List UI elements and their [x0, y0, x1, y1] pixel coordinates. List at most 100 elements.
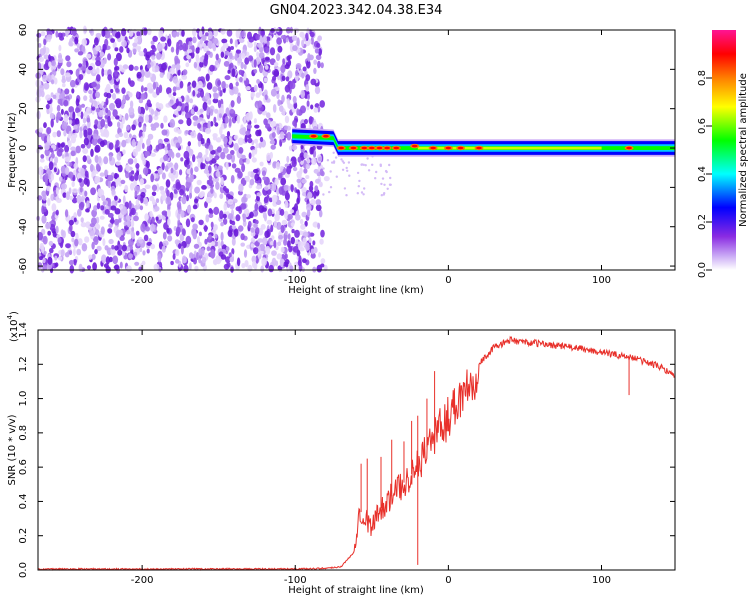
noise-speck [310, 248, 315, 255]
noise-speck [220, 176, 224, 186]
noise-speck [278, 186, 284, 195]
noise-speck [157, 167, 163, 175]
noise-speck [61, 183, 67, 190]
noise-speck [177, 69, 181, 76]
noise-speck [197, 139, 202, 147]
noise-speck [139, 65, 143, 71]
noise-speck [92, 133, 98, 140]
noise-speck [91, 106, 96, 111]
noise-speck [244, 57, 250, 65]
noise-speck [240, 53, 246, 59]
noise-speck [315, 199, 322, 206]
noise-speck [92, 262, 97, 271]
noise-speck [88, 229, 95, 237]
noise-speck [302, 258, 307, 264]
noise-speck [233, 86, 239, 95]
noise-speck [178, 44, 184, 51]
noise-speck [287, 70, 293, 79]
noise-speck [220, 134, 225, 139]
noise-speck [207, 179, 214, 187]
noise-speck [220, 222, 224, 227]
spectrogram-y-axis-label: Frequency (Hz) [7, 112, 18, 188]
noise-speck [133, 251, 138, 256]
noise-speck [215, 181, 220, 190]
noise-speck [240, 30, 245, 38]
noise-speck [78, 238, 83, 246]
noise-speck [149, 50, 155, 55]
noise-speck [154, 110, 159, 117]
noise-speck [131, 138, 136, 148]
noise-speck [91, 137, 98, 146]
noise-speck [124, 113, 129, 121]
noise-speck [283, 239, 288, 246]
noise-speck [125, 164, 130, 172]
noise-speck [134, 157, 138, 165]
noise-speck [156, 52, 162, 60]
noise-speck [127, 158, 134, 165]
noise-speck [185, 235, 192, 245]
noise-speck [150, 44, 156, 50]
noise-speck [130, 231, 135, 240]
noise-speck [223, 202, 228, 211]
snr-y-multiplier-exponent: 4 [6, 314, 14, 319]
x-tick-label: -200 [131, 575, 154, 586]
peak-point-core [476, 146, 482, 150]
noise-speck [320, 62, 324, 69]
noise-speck [48, 161, 54, 171]
noise-speck [281, 219, 288, 226]
noise-speck [55, 187, 60, 195]
noise-speck [178, 243, 182, 249]
noise-speck [64, 209, 69, 218]
noise-speck [46, 135, 51, 144]
noise-speck [165, 196, 172, 205]
noise-speck [209, 64, 215, 72]
noise-speck [145, 54, 150, 61]
noise-speck [224, 116, 229, 124]
noise-speck [152, 35, 158, 43]
noise-speck [82, 60, 86, 66]
noise-speck [261, 170, 267, 177]
noise-speck [96, 74, 101, 82]
noise-speck [170, 46, 175, 53]
noise-speck [103, 57, 107, 65]
noise-speck [315, 54, 322, 61]
noise-speck [132, 42, 138, 47]
noise-speck [118, 218, 122, 223]
noise-speck [259, 46, 264, 53]
noise-speck [300, 105, 306, 114]
noise-speck [126, 124, 130, 131]
noise-speck [104, 124, 108, 129]
noise-speck [220, 231, 224, 241]
noise-speck [242, 213, 247, 223]
noise-speck [243, 116, 247, 125]
noise-speck [78, 263, 83, 273]
noise-speck [148, 87, 154, 94]
noise-speck [188, 37, 193, 42]
noise-speck [185, 62, 190, 68]
noise-speck [112, 109, 118, 118]
noise-speck [388, 163, 391, 167]
noise-speck [226, 262, 231, 268]
noise-speck [107, 109, 111, 118]
noise-speck [318, 209, 323, 218]
noise-speck [51, 203, 57, 212]
noise-speck [222, 147, 229, 154]
noise-speck [107, 115, 111, 125]
noise-speck [194, 121, 198, 127]
noise-speck [284, 230, 288, 235]
noise-speck [47, 230, 52, 236]
noise-speck [107, 197, 112, 207]
noise-speck [73, 259, 77, 264]
noise-speck [153, 263, 160, 271]
noise-speck [262, 176, 267, 181]
noise-speck [255, 34, 261, 41]
noise-speck [205, 214, 210, 223]
noise-speck [77, 51, 84, 56]
noise-speck [304, 220, 308, 227]
noise-speck [86, 200, 90, 210]
noise-speck [214, 60, 219, 66]
noise-speck [170, 167, 174, 174]
noise-speck [78, 201, 84, 211]
noise-speck [313, 67, 317, 74]
noise-speck [360, 191, 364, 194]
